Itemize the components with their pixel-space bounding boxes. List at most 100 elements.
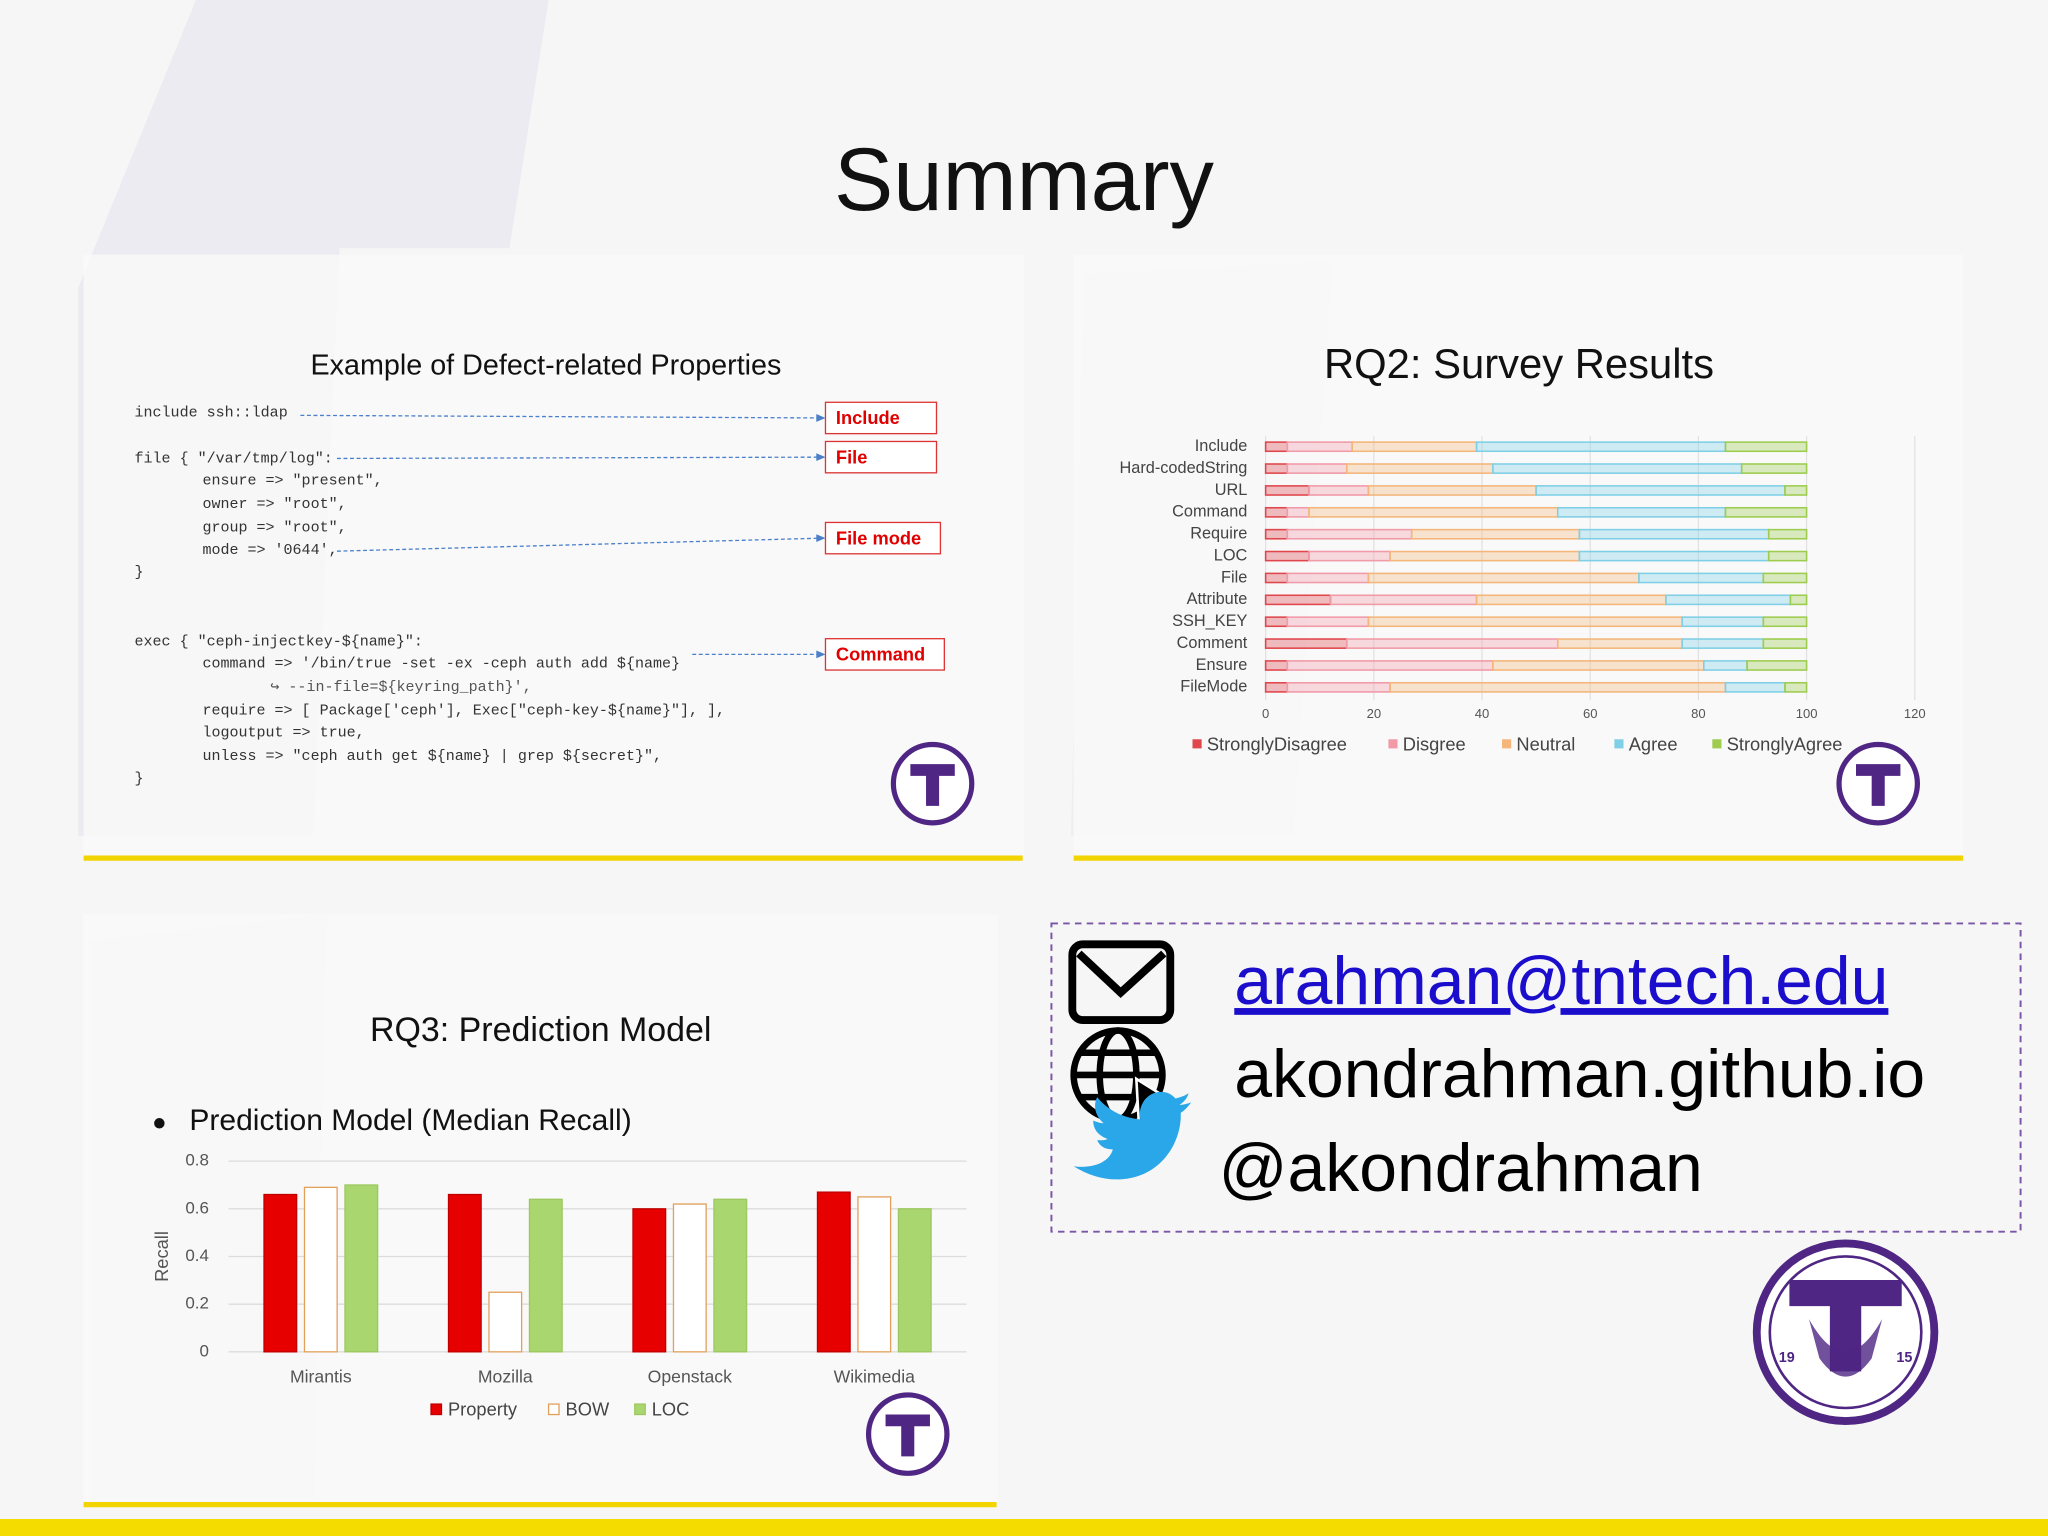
bar-segment [1703, 660, 1748, 671]
slide-title: Summary [834, 130, 1215, 229]
bar-segment [1389, 681, 1727, 693]
bar-segment [1345, 463, 1494, 474]
x-tick-label: 80 [1691, 706, 1706, 721]
contact-box [1050, 922, 2022, 1233]
bar-segment [1264, 485, 1310, 496]
code-line: ensure => "present", [202, 472, 382, 490]
code-line: command => '/bin/true -set -ex -ceph aut… [202, 654, 680, 672]
code-line: exec { "ceph-injectkey-${name}": [135, 632, 423, 650]
code-line: file { "/var/tmp/log": [135, 449, 333, 467]
bar [857, 1196, 892, 1353]
bar-segment [1329, 594, 1478, 606]
email-link[interactable]: arahman@tntech.edu [1234, 944, 1888, 1019]
y-tick-label: 0.6 [185, 1198, 209, 1217]
y-tick-label: Require [1190, 525, 1247, 543]
bar-segment [1762, 638, 1808, 649]
bullet [154, 1118, 165, 1129]
arrow-head [816, 453, 826, 462]
bar-segment [1762, 616, 1808, 628]
legend-swatch [1388, 739, 1398, 749]
bar [672, 1203, 707, 1353]
bar-segment [1475, 594, 1667, 606]
bar-segment [1724, 506, 1808, 518]
bar [816, 1191, 851, 1353]
bar-segment [1286, 463, 1348, 474]
bar [897, 1208, 932, 1353]
legend-swatch [634, 1403, 646, 1416]
property-label: File mode [836, 527, 921, 548]
bar [263, 1193, 298, 1353]
survey-chart: RQ2: Survey Results 0 20 40 60 80 100 120 Includ… [1119, 340, 1925, 755]
panel [1073, 254, 1964, 856]
bar-segment [1264, 528, 1289, 540]
code-line: } [135, 563, 144, 581]
arrow-head [816, 534, 826, 543]
y-axis-title: Recall [151, 1231, 172, 1282]
y-tick-label: Ensure [1196, 656, 1248, 674]
label-box [824, 401, 938, 435]
logo-year: 15 [1896, 1350, 1912, 1366]
arrow-head [816, 414, 826, 422]
x-tick-label: Mozilla [478, 1367, 533, 1387]
small-logo [890, 741, 975, 826]
legend-swatch [1502, 739, 1512, 749]
code-line: ↪ --in-file=${keyring_path}', [270, 678, 531, 696]
y-tick-label: SSH_KEY [1172, 612, 1247, 630]
bar-segment [1264, 660, 1289, 671]
x-tick-label: 100 [1796, 706, 1818, 721]
x-tick-label: Mirantis [290, 1367, 352, 1387]
bar-segment [1286, 572, 1370, 584]
code-line: unless => "ceph auth get ${name} | grep … [202, 747, 662, 765]
recall-chart: RQ3: Prediction Model Prediction Model (M… [151, 1011, 967, 1419]
y-tick-label: Include [1195, 437, 1248, 455]
legend-label: Agree [1629, 734, 1678, 755]
legend-label: Property [448, 1398, 518, 1419]
y-tick-label: Attribute [1187, 590, 1248, 608]
x-tick-label: 120 [1904, 706, 1926, 721]
panel [83, 254, 1024, 856]
chart-title: RQ3: Prediction Model [370, 1011, 711, 1049]
bar-segment [1767, 550, 1808, 562]
y-tick-label: 0.8 [185, 1151, 209, 1170]
bar-segment [1740, 463, 1808, 474]
x-tick-label: 40 [1475, 706, 1490, 721]
arrow [336, 537, 823, 552]
bar-segment [1389, 550, 1581, 562]
bar [447, 1193, 482, 1353]
property-label: File [836, 446, 867, 467]
bar [488, 1291, 523, 1353]
code-line: owner => "root", [202, 495, 346, 513]
code-line: } [135, 769, 144, 787]
bar-segment [1264, 594, 1332, 606]
legend-label: LOC [652, 1398, 690, 1419]
bar-segment [1681, 638, 1765, 649]
bar-segment [1410, 528, 1581, 540]
bar-segment [1724, 681, 1786, 693]
legend-swatch [547, 1403, 560, 1416]
code-line: include ssh::ldap [135, 404, 288, 422]
y-tick-label: LOC [1214, 546, 1248, 564]
bar-segment [1681, 616, 1765, 628]
bar-segment [1286, 441, 1353, 453]
legend-label: Neutral [1516, 734, 1575, 755]
bar-segment [1784, 681, 1808, 693]
code-line: logoutput => true, [202, 724, 364, 742]
bar [303, 1186, 338, 1353]
bar-segment [1264, 572, 1289, 584]
x-tick-label: 60 [1583, 706, 1598, 721]
bar-segment [1367, 616, 1683, 628]
y-tick-label: Command [1172, 503, 1247, 521]
bar-segment [1308, 485, 1370, 496]
y-tick-label: 0.4 [185, 1246, 209, 1265]
bar-segment [1784, 485, 1808, 496]
bar-segment [1264, 616, 1289, 628]
bar-segment [1351, 441, 1478, 453]
bar-segment [1286, 528, 1413, 540]
legend-label: Disgree [1403, 734, 1466, 755]
bar-segment [1264, 638, 1348, 649]
y-tick-label: URL [1215, 481, 1248, 499]
bar-segment [1286, 506, 1310, 518]
